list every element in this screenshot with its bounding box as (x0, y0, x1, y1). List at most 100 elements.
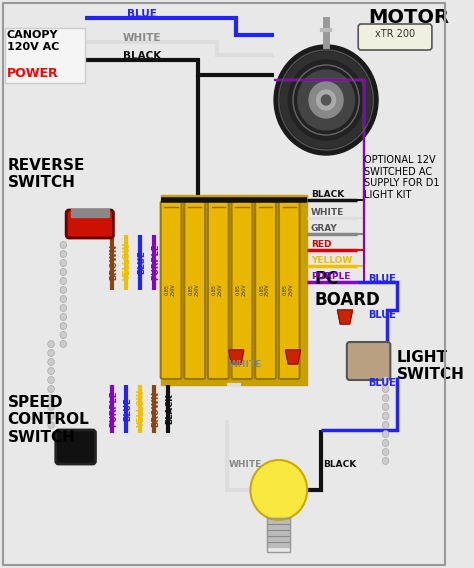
Circle shape (383, 421, 389, 428)
Bar (267, 536, 290, 541)
Bar (267, 518, 290, 523)
Circle shape (321, 95, 331, 105)
Text: WHITE: WHITE (229, 460, 262, 469)
Circle shape (60, 250, 67, 257)
Circle shape (60, 241, 67, 249)
Text: BLACK: BLACK (165, 394, 174, 424)
Text: PURPLE: PURPLE (151, 244, 160, 280)
Circle shape (281, 52, 372, 148)
Polygon shape (285, 350, 301, 364)
Circle shape (60, 278, 67, 285)
Text: 0.85
250V: 0.85 250V (283, 283, 294, 296)
Circle shape (250, 460, 307, 520)
Text: 0.85
250V: 0.85 250V (212, 283, 223, 296)
Text: GRAY: GRAY (311, 224, 337, 233)
Text: LIGHT
SWITCH: LIGHT SWITCH (397, 350, 465, 382)
FancyBboxPatch shape (56, 430, 95, 464)
Circle shape (317, 90, 336, 110)
Text: BLUE: BLUE (123, 397, 132, 421)
Circle shape (48, 377, 55, 383)
Text: SPEED
CONTROL
SWITCH: SPEED CONTROL SWITCH (8, 395, 89, 445)
Circle shape (48, 386, 55, 392)
Text: 0.85
250V: 0.85 250V (165, 283, 175, 296)
Text: MOTOR: MOTOR (369, 8, 449, 27)
Text: BLACK: BLACK (323, 460, 356, 469)
Text: BLUE: BLUE (127, 9, 157, 19)
Circle shape (60, 323, 67, 329)
Circle shape (48, 412, 55, 420)
Text: BLUE: BLUE (369, 310, 396, 320)
Text: OPTIONAL 12V
SWITCHED AC
SUPPLY FOR D1
LIGHT KIT: OPTIONAL 12V SWITCHED AC SUPPLY FOR D1 L… (364, 155, 439, 200)
Circle shape (60, 260, 67, 266)
Bar (161, 195, 307, 385)
FancyBboxPatch shape (231, 201, 252, 379)
Text: BLUE: BLUE (369, 378, 396, 388)
Circle shape (48, 395, 55, 402)
Circle shape (383, 395, 389, 402)
FancyBboxPatch shape (208, 201, 229, 379)
Circle shape (60, 269, 67, 275)
Bar (71, 209, 109, 217)
Circle shape (309, 82, 343, 118)
Circle shape (298, 70, 355, 130)
Text: 0.85
250V: 0.85 250V (259, 283, 270, 296)
Circle shape (48, 403, 55, 411)
Text: BROWN: BROWN (109, 244, 118, 280)
Bar (267, 518, 290, 552)
Circle shape (60, 304, 67, 311)
Circle shape (383, 403, 389, 411)
Circle shape (288, 60, 364, 140)
Text: YELLOW: YELLOW (123, 243, 132, 281)
Text: BLACK: BLACK (311, 190, 344, 199)
Bar (267, 530, 290, 535)
Circle shape (60, 332, 67, 339)
Text: WHITE: WHITE (229, 360, 262, 369)
Circle shape (60, 286, 67, 294)
Polygon shape (229, 350, 244, 364)
Text: CANOPY
120V AC: CANOPY 120V AC (7, 30, 59, 52)
Text: PURPLE: PURPLE (311, 272, 350, 281)
Bar (267, 542, 290, 547)
FancyBboxPatch shape (358, 24, 432, 50)
FancyBboxPatch shape (66, 210, 113, 238)
Text: xTR 200: xTR 200 (375, 29, 415, 39)
Circle shape (383, 449, 389, 456)
Polygon shape (337, 310, 353, 324)
Text: BLUE: BLUE (137, 250, 146, 274)
FancyBboxPatch shape (255, 201, 276, 379)
Circle shape (48, 367, 55, 374)
FancyBboxPatch shape (279, 201, 300, 379)
Text: RED: RED (311, 240, 331, 249)
FancyBboxPatch shape (161, 201, 182, 379)
Text: YELLOW: YELLOW (311, 256, 352, 265)
Circle shape (383, 377, 389, 383)
Circle shape (60, 314, 67, 320)
Circle shape (48, 340, 55, 348)
Text: BLUE: BLUE (369, 274, 396, 284)
Text: PC
BOARD: PC BOARD (315, 270, 381, 309)
Circle shape (60, 340, 67, 348)
Text: 0.85
250V: 0.85 250V (188, 283, 199, 296)
Text: REVERSE
SWITCH: REVERSE SWITCH (8, 158, 85, 190)
Text: PURPLE: PURPLE (109, 391, 118, 427)
Circle shape (48, 421, 55, 428)
Text: BROWN: BROWN (151, 391, 160, 427)
Circle shape (383, 412, 389, 420)
Text: WHITE: WHITE (122, 33, 161, 43)
Circle shape (48, 349, 55, 357)
Circle shape (383, 386, 389, 392)
Bar (5, 28, 85, 83)
Text: WHITE: WHITE (311, 208, 344, 217)
Circle shape (383, 431, 389, 437)
Circle shape (48, 358, 55, 365)
Circle shape (274, 45, 378, 155)
Text: POWER: POWER (7, 67, 58, 80)
Circle shape (383, 440, 389, 446)
Text: YELLOW: YELLOW (137, 390, 146, 428)
Text: 0.85
250V: 0.85 250V (236, 283, 246, 296)
FancyBboxPatch shape (347, 342, 390, 380)
FancyBboxPatch shape (184, 201, 205, 379)
Text: BLACK: BLACK (123, 51, 161, 61)
Circle shape (383, 457, 389, 465)
Bar (267, 524, 290, 529)
